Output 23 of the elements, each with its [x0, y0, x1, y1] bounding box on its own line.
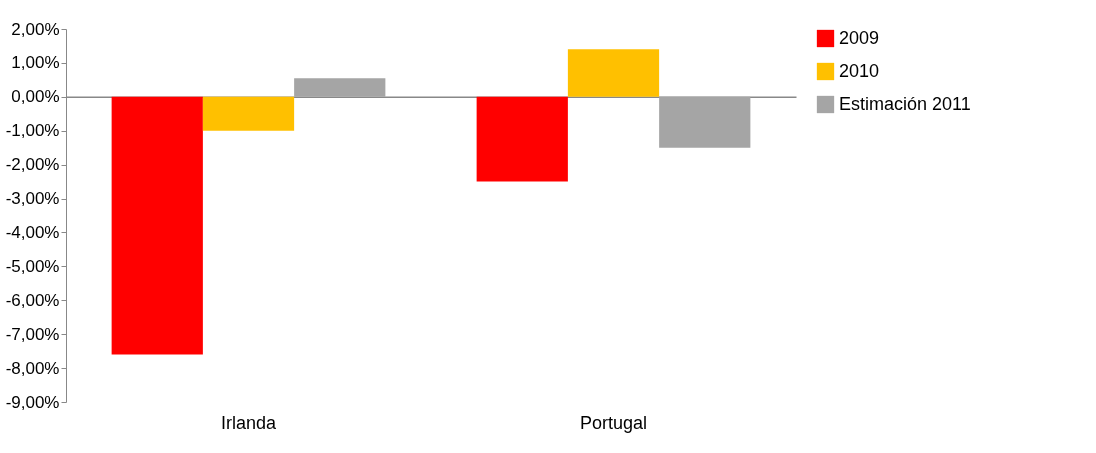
- bar: [476, 96, 568, 182]
- bar: [202, 96, 295, 131]
- legend-label: 2010: [839, 60, 880, 81]
- y-tick-label: -4,00%: [5, 222, 60, 242]
- y-tick-label: -1,00%: [5, 121, 60, 141]
- y-tick-label: 0,00%: [11, 87, 60, 107]
- legend-label: Estimación 2011: [839, 93, 971, 114]
- y-tick-label: 1,00%: [11, 53, 60, 73]
- x-tick-label: Portugal: [579, 412, 648, 433]
- y-tick-label: -5,00%: [5, 256, 60, 276]
- x-tick-label: Irlanda: [220, 412, 277, 433]
- bar: [567, 49, 660, 97]
- bar: [659, 96, 751, 148]
- y-tick-label: 2,00%: [11, 19, 60, 39]
- legend-label: 2009: [839, 27, 880, 48]
- y-tick-label: -6,00%: [5, 290, 60, 310]
- y-tick-label: -7,00%: [5, 324, 60, 344]
- bar: [111, 96, 203, 355]
- y-tick-label: -3,00%: [5, 189, 60, 209]
- y-tick-label: -2,00%: [5, 155, 60, 175]
- bar: [294, 78, 386, 97]
- y-tick-label: -9,00%: [5, 392, 60, 412]
- y-tick-label: -8,00%: [5, 358, 60, 378]
